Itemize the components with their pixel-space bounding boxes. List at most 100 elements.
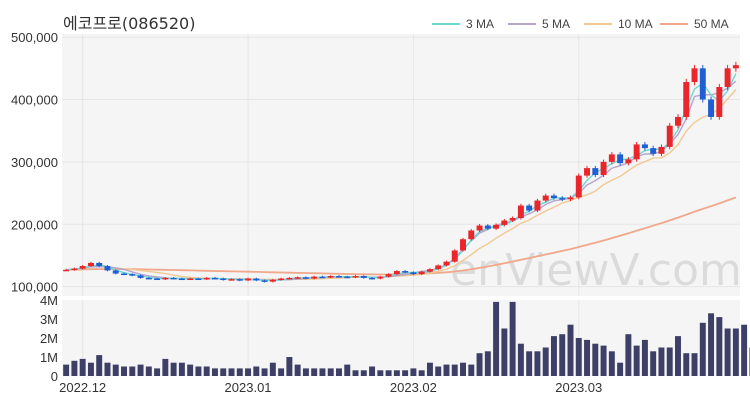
volume-bar	[327, 368, 334, 376]
price-tick-label: 400,000	[11, 93, 58, 108]
candle	[393, 271, 400, 275]
candle	[534, 200, 541, 211]
ma10-line	[66, 89, 737, 281]
candle	[633, 144, 640, 160]
candle	[63, 269, 70, 272]
volume-bar	[178, 362, 185, 376]
volume-bar	[195, 366, 202, 376]
volume-bar	[608, 351, 615, 376]
candle	[443, 261, 450, 266]
volume-bar	[220, 368, 227, 376]
candle	[253, 278, 260, 281]
volume-bar	[708, 313, 715, 376]
price-tick-label: 200,000	[11, 217, 58, 232]
candle	[195, 278, 202, 281]
volume-bar	[302, 368, 309, 376]
volume-bar	[625, 334, 632, 376]
candle	[261, 280, 268, 282]
volume-bar	[410, 368, 417, 376]
candle	[716, 87, 723, 117]
candle	[145, 277, 152, 280]
candle	[336, 276, 342, 278]
volume-bar	[278, 368, 285, 376]
candle	[269, 279, 276, 282]
candle	[170, 277, 177, 280]
candle	[352, 276, 359, 278]
volume-bar	[468, 364, 475, 376]
candle	[402, 271, 409, 273]
volume-bar	[699, 322, 706, 376]
volume-bar	[534, 351, 541, 376]
candle	[327, 276, 334, 278]
candle	[708, 99, 715, 117]
volume-tick-label: 2M	[40, 331, 58, 346]
volume-bar	[385, 370, 392, 376]
volume-bar	[145, 366, 152, 376]
price-tick-label: 100,000	[11, 280, 58, 295]
volume-bar	[592, 343, 599, 376]
candle	[460, 239, 466, 251]
candle	[592, 168, 599, 175]
candle	[683, 82, 690, 117]
volume-bar	[269, 362, 276, 376]
volume-bar	[493, 301, 500, 376]
volume-tick-label: 3M	[40, 312, 58, 327]
candle	[154, 278, 161, 281]
candle	[137, 275, 144, 278]
volume-bar	[154, 368, 161, 376]
candle	[567, 197, 574, 200]
volume-bar	[286, 357, 293, 376]
candle	[410, 272, 417, 275]
candle	[278, 278, 285, 281]
candle	[96, 262, 103, 267]
volume-bar	[344, 364, 351, 376]
volume-bar	[104, 362, 111, 376]
volume-tick-label: 0	[51, 369, 58, 384]
candle	[550, 195, 557, 199]
candle	[344, 276, 351, 279]
volume-bar	[658, 347, 665, 376]
volume-bar	[484, 351, 491, 376]
volume-bar	[129, 366, 136, 376]
candle	[187, 278, 194, 281]
candle	[617, 154, 624, 164]
volume-bar	[559, 334, 566, 376]
volume-bar	[228, 368, 235, 376]
volume-bar	[87, 362, 94, 376]
price-tick-label: 500,000	[11, 30, 58, 45]
x-tick-label: 2023.02	[390, 380, 437, 395]
volume-bar	[675, 336, 681, 376]
volume-bar	[666, 347, 673, 376]
candle	[451, 250, 458, 262]
volume-bar	[79, 358, 86, 376]
candle	[294, 277, 301, 279]
legend-label: 10 MA	[618, 17, 653, 31]
candle	[675, 116, 681, 126]
volume-bar	[393, 370, 400, 376]
ma3-line	[66, 73, 737, 282]
candle	[658, 146, 665, 154]
price-panel	[62, 34, 740, 296]
candle	[732, 65, 739, 69]
candle	[129, 274, 136, 276]
candle	[476, 225, 483, 231]
volume-bar	[63, 364, 70, 376]
candle	[517, 205, 524, 219]
candle	[584, 168, 591, 176]
candle	[625, 159, 632, 164]
candle	[526, 205, 533, 211]
volume-bar	[203, 366, 210, 376]
volume-bar	[96, 355, 103, 376]
volume-bar	[724, 328, 731, 376]
candle	[484, 225, 491, 229]
candle	[426, 269, 433, 272]
volume-bar	[435, 366, 442, 376]
candle	[302, 277, 309, 279]
candle	[542, 195, 549, 201]
volume-bar	[451, 364, 458, 376]
candle	[666, 125, 673, 147]
candle	[87, 262, 94, 267]
candle	[724, 68, 731, 88]
volume-bar	[443, 364, 450, 376]
